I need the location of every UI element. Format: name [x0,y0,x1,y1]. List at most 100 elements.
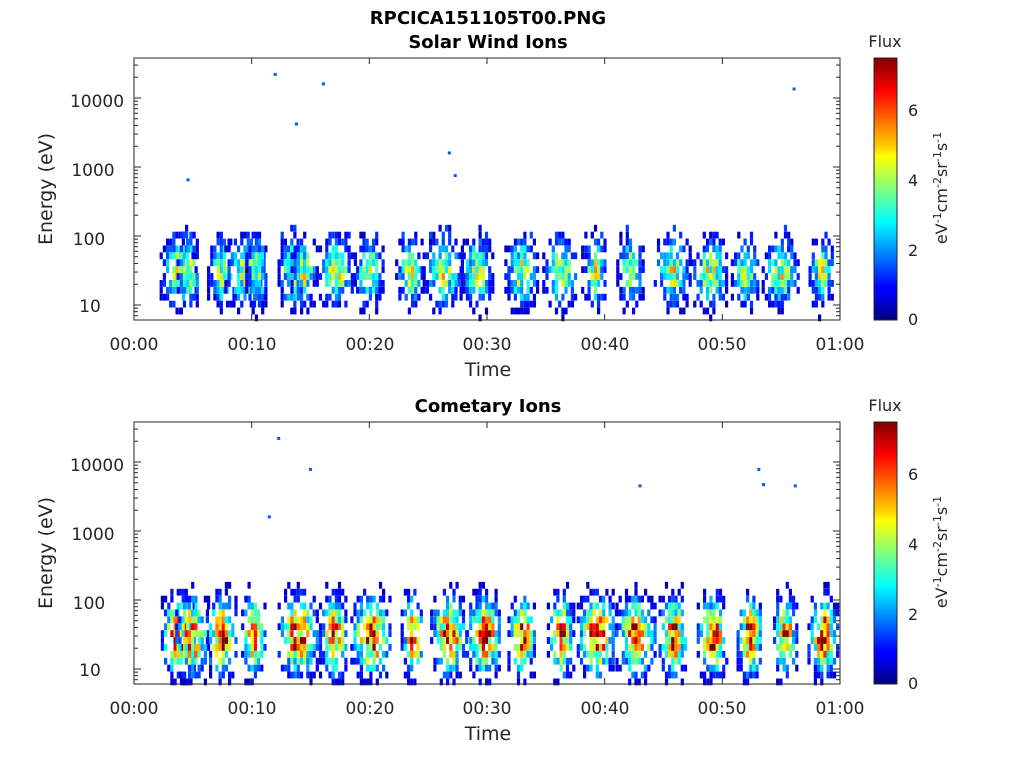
spectrogram-cell [807,644,811,651]
spectrogram-cell [494,657,498,665]
spectrogram-cell [478,266,482,273]
spectrogram-cell [449,664,453,672]
spectrogram-cell [244,678,248,686]
spectrogram-cell [685,266,689,273]
spectrogram-cell [771,273,775,280]
spectrogram-cell [439,616,443,624]
spectrogram-cell [194,623,198,631]
spectrogram-cell [233,252,237,260]
spectrogram-cell [671,637,675,644]
spectrogram-cell [725,280,729,287]
spectrogram-cell [808,273,812,280]
spectrogram-cell [306,664,310,672]
spectrogram-cell [823,588,827,596]
spectrogram-cell [807,657,811,665]
spectrogram-cell [669,300,673,308]
spectrogram-cell [574,273,578,280]
spectrogram-cell [554,273,559,280]
spectrogram-cell [793,259,797,267]
spectrogram-cell [569,616,573,624]
spectrogram-cell [469,602,473,610]
spectrogram-cell [666,252,670,260]
spectrogram-cell [183,588,187,596]
ci-xtick-0050: 00:50 [698,699,747,719]
spectrogram-cell [491,286,495,294]
spectrogram-cell [264,286,268,294]
spectrogram-cell [628,259,633,267]
spectrogram-cell [352,273,357,280]
spectrogram-cell [407,664,411,672]
spectrogram-cell [179,273,183,280]
spectrogram-cell [583,623,587,631]
spectrogram-cell [481,259,485,267]
spectrogram-cell [592,650,596,658]
spectrogram-cell [570,252,574,260]
spectrogram-cell [779,657,783,665]
spectrogram-cell [216,259,220,267]
spectrogram-cell [257,650,261,658]
spectrogram-cell [631,616,635,624]
spectrogram-cell [247,678,251,686]
spectrogram-cell [334,595,338,603]
spectrogram-cell [709,630,713,637]
spectrogram-cell [315,609,319,617]
spectrogram-cell [516,650,521,658]
spectrogram-cell [444,252,449,260]
spectrogram-cell [176,602,180,610]
spectrogram-cell [368,266,372,273]
spectrogram-cell [318,623,323,631]
spectrogram-cell [441,273,445,280]
spectrogram-cell [222,273,227,280]
spectrogram-cell [792,602,796,610]
spectrogram-cell [570,286,574,294]
spectrogram-cell [385,637,389,644]
spectrogram-cell [240,266,244,273]
spectrogram-cell [602,644,606,651]
spectrogram-cell [712,307,716,315]
spectrogram-cell [742,671,746,679]
spectrogram-cell [375,266,379,273]
spectrogram-cell [200,664,204,672]
spectrogram-cell [227,238,231,246]
spectrogram-cell [469,623,473,631]
spectrogram-cell [457,252,461,260]
spectrogram-cell [290,238,294,246]
spectrogram-cell [465,238,469,246]
spectrogram-cell [581,286,585,294]
spectrogram-cell [417,280,421,287]
spectrogram-cell [664,581,669,589]
spectrogram-cell [312,595,316,603]
spectrogram-cell [669,259,673,267]
spectrogram-cell [439,657,443,665]
spectrogram-cell [559,637,563,644]
spectrogram-cell [248,245,252,253]
spectrogram-cell [824,273,828,280]
svg-text:eV-1cm-2sr-1s-1: eV-1cm-2sr-1s-1 [931,496,952,608]
spectrogram-cell [817,657,821,665]
spectrogram-cell [583,609,587,617]
spectrogram-cell [579,623,584,631]
spectrogram-cell [491,623,495,631]
spectrogram-cell [680,637,684,644]
spectrogram-cell [410,595,414,603]
spectrogram-cell [350,280,354,287]
spectrogram-cell [756,259,760,267]
spectrogram-cell [425,280,429,287]
spectrogram-cell [621,630,625,637]
spectrogram-cell [429,231,433,239]
spectrogram-cell [331,650,335,658]
spectrogram-cell [513,259,517,267]
spectrogram-cell [398,286,402,294]
spectrogram-cell [792,595,796,603]
spectrogram-cell [824,231,828,239]
spectrogram-cell [795,637,799,644]
spectrogram-cell [215,630,219,637]
spectrogram-cell [253,616,257,624]
spectrogram-cell [682,307,686,315]
spectrogram-cell [184,644,188,651]
spectrogram-cell [359,644,363,651]
spectrogram-cell [170,664,174,672]
spectrogram-cell [553,678,557,686]
spectrogram-cell [696,293,700,301]
spectrogram-cell [821,273,825,280]
